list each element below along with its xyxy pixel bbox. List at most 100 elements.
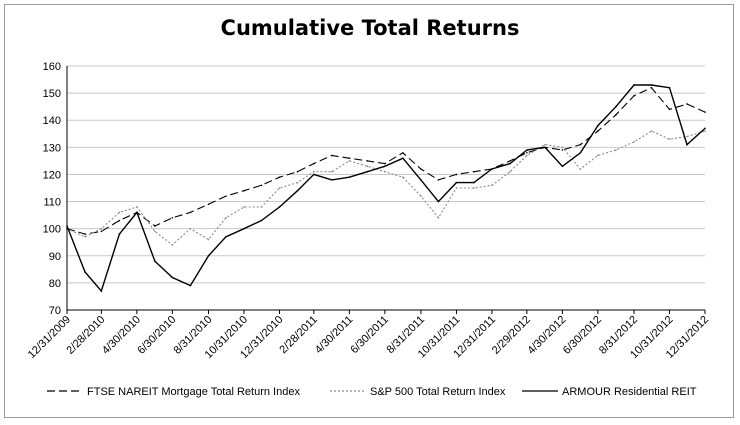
y-tick-label: 160 [43,61,61,73]
series-point-3 [348,176,351,178]
y-tick-label: 100 [43,224,61,236]
y-tick-label: 150 [43,88,61,100]
series-point-3 [473,181,475,184]
series-point-2 [296,181,299,184]
series-point-2 [225,217,227,219]
gridlines [67,65,705,284]
series-point-3 [704,127,706,130]
series-point-2 [189,227,192,230]
series-point-2 [331,170,333,173]
chart-title: Cumulative Total Returns [220,16,520,40]
series-point-2 [118,211,121,214]
series-point-2 [348,160,351,162]
series-point-1 [84,233,86,235]
y-tick-label: 80 [49,278,61,290]
legend-label-3: ARMOUR Residential REIT [562,386,697,398]
series-point-3 [313,173,315,176]
series-point-2 [171,244,174,246]
series-point-1 [509,160,511,162]
series-point-3 [260,219,263,222]
series-point-3 [615,105,617,108]
series-point-2 [579,168,582,170]
series-point-1 [313,162,315,165]
series-point-3 [331,179,333,181]
series-point-2 [473,187,475,189]
series-point-3 [84,271,86,273]
series-point-3 [650,84,653,86]
series-point-2 [154,230,156,233]
series-point-2 [633,141,635,143]
series-point-2 [207,238,210,241]
series-point-1 [420,168,422,170]
legend-label-1: FTSE NAREIT Mortgage Total Return Index [87,386,300,398]
series-point-2 [509,170,511,173]
x-tick-label: 6/30/2012 [561,314,604,357]
series-point-2 [597,154,599,157]
series-point-3 [154,260,156,263]
series-point-1 [668,108,671,111]
series-point-1 [402,151,404,154]
series-point-1 [366,160,369,162]
series-point-1 [473,170,475,173]
series-point-1 [650,86,653,89]
series-point-1 [189,211,192,214]
legend: FTSE NAREIT Mortgage Total Return Index S… [47,386,697,398]
series-point-2 [136,206,138,208]
series-point-1 [118,219,121,222]
series-point-3 [526,149,528,151]
y-tick-label: 90 [49,251,61,263]
series-point-2 [526,154,528,157]
series-point-1 [633,95,635,97]
x-tick-label: 12/31/2009 [26,314,73,361]
series-point-1 [278,176,281,178]
series-point-3 [455,181,458,184]
series-point-2 [402,176,404,178]
series-point-3 [437,200,440,203]
series-point-2 [243,206,245,208]
series-point-3 [296,189,299,192]
series-point-2 [278,187,281,189]
series-point-1 [100,230,103,233]
series-point-1 [597,130,599,132]
series-lines [66,84,706,293]
series-point-3 [668,86,671,89]
series-point-2 [686,135,688,138]
series-point-3 [491,168,493,170]
series-point-3 [686,143,688,146]
series-point-1 [526,151,528,154]
series-point-2 [100,227,103,230]
series-point-3 [561,165,564,168]
series-point-2 [544,143,546,146]
y-tick-label: 140 [43,115,61,127]
series-point-3 [579,151,582,154]
series-point-2 [455,187,458,189]
series-point-1 [207,203,210,206]
series-point-1 [260,184,263,187]
series-point-2 [313,170,315,173]
series-point-2 [650,130,653,132]
series-point-1 [171,217,174,219]
series-point-1 [437,179,440,181]
series-point-3 [189,284,192,287]
series-point-1 [579,143,582,146]
series-point-3 [278,206,281,208]
series-point-2 [366,165,369,168]
series-point-2 [561,146,564,149]
axes: 70 80 90 100 110 120 130 140 150 160 12/31/2009 2/2… [26,61,711,361]
y-tick-label: 130 [43,142,61,154]
y-tick-label: 120 [43,169,61,181]
series-point-3 [225,236,227,238]
series-point-1 [686,103,688,105]
series-point-1 [348,157,351,159]
series-point-1 [296,170,299,173]
series-point-3 [597,124,599,127]
series-point-3 [384,165,386,168]
series-point-3 [509,162,511,165]
series-point-3 [243,227,245,230]
y-tick-label: 110 [43,197,61,209]
series-point-1 [704,111,706,113]
series-point-1 [561,149,564,151]
series-point-1 [384,162,386,165]
series-point-3 [136,211,138,214]
